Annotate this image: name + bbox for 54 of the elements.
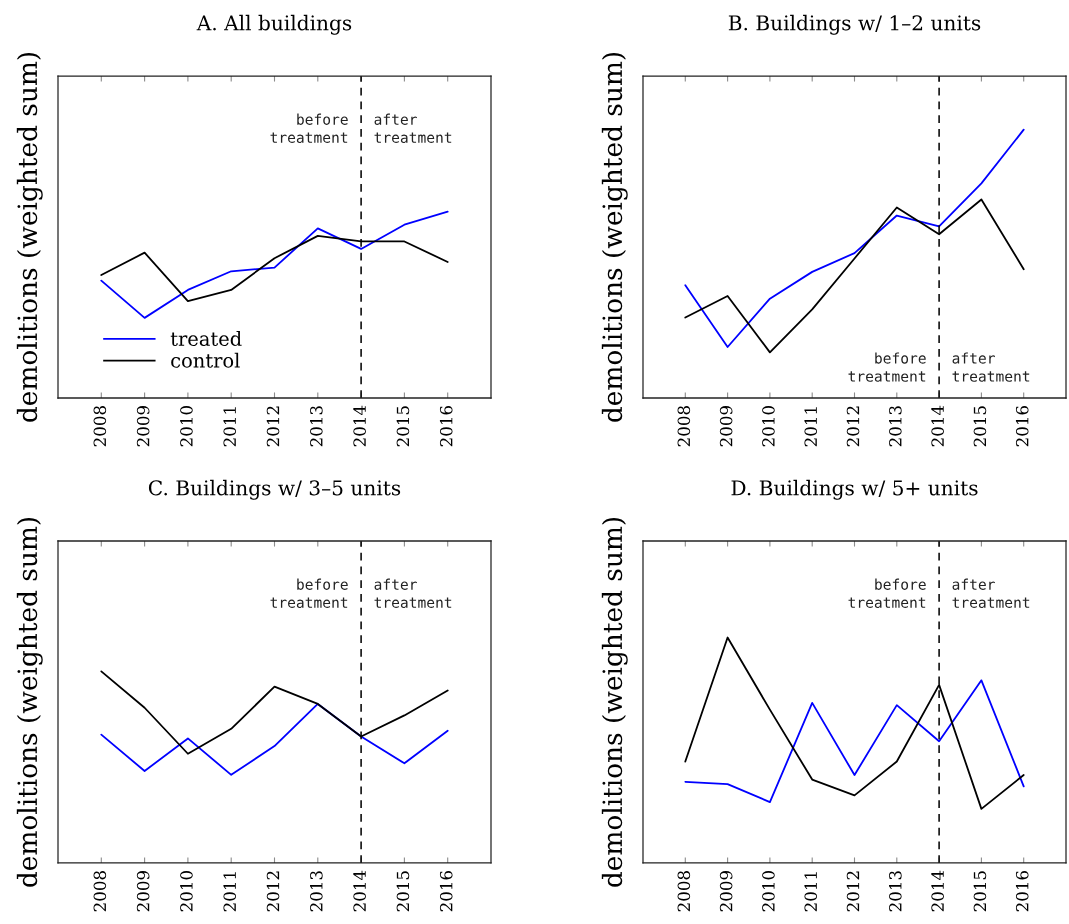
x-tick-label: 2012: [266, 871, 280, 912]
x-tick-label: 2009: [719, 406, 733, 447]
annotation: before treatment: [848, 578, 926, 608]
x-tick-label: 2011: [223, 872, 237, 912]
x-tick-label: 2008: [93, 871, 107, 912]
x-tick-label: 2016: [1015, 405, 1029, 447]
chart-title: C. Buildings w/ 3–5 units: [148, 479, 401, 500]
x-tick-label: 2015: [396, 406, 410, 447]
x-tick-label: 2016: [439, 870, 453, 912]
x-tick-label: 2016: [439, 405, 453, 447]
x-tick-label: 2013: [310, 406, 323, 447]
chart-title: D. Buildings w/ 5+ units: [731, 479, 978, 500]
x-tick-label: 2013: [889, 871, 902, 912]
x-tick-label: 2014: [931, 870, 944, 912]
x-tick-label: 2015: [973, 406, 987, 447]
x-tick-label: 2008: [677, 406, 691, 447]
x-tick-label: 2009: [136, 871, 150, 912]
y-axis-title: demolitions (weighted sum): [601, 52, 628, 422]
legend-label: control: [171, 352, 240, 368]
x-tick-label: 2014: [353, 870, 366, 912]
chart-title: B. Buildings w/ 1–2 units: [728, 14, 981, 35]
annotation: after treatment: [952, 352, 1030, 382]
x-tick-label: 2013: [889, 406, 902, 447]
annotation: after treatment: [952, 578, 1030, 608]
annotation: before treatment: [848, 352, 926, 382]
annotation: before treatment: [270, 113, 348, 143]
x-tick-label: 2015: [973, 871, 987, 912]
x-tick-label: 2011: [804, 872, 818, 912]
x-tick-label: 2011: [804, 407, 818, 447]
x-tick-label: 2012: [266, 406, 280, 447]
legend-label: treated: [170, 330, 242, 347]
x-tick-label: 2014: [931, 405, 944, 447]
x-tick-label: 2010: [762, 406, 775, 447]
y-axis-title: demolitions (weighted sum): [601, 517, 628, 887]
x-tick-label: 2010: [180, 871, 193, 912]
x-tick-label: 2014: [353, 405, 366, 447]
x-tick-label: 2015: [396, 871, 410, 912]
x-tick-label: 2008: [93, 406, 107, 447]
x-tick-label: 2011: [223, 407, 237, 447]
x-tick-label: 2013: [310, 871, 323, 912]
annotation: after treatment: [374, 578, 452, 608]
x-tick-label: 2008: [677, 871, 691, 912]
chart-title: A. All buildings: [196, 14, 352, 35]
x-tick-label: 2010: [180, 406, 193, 447]
x-tick-label: 2012: [846, 406, 860, 447]
x-tick-label: 2016: [1015, 870, 1029, 912]
x-tick-label: 2009: [719, 871, 733, 912]
x-tick-label: 2010: [762, 871, 775, 912]
y-axis-title: demolitions (weighted sum): [16, 52, 43, 422]
annotation: after treatment: [374, 113, 452, 143]
x-tick-label: 2009: [136, 406, 150, 447]
x-tick-label: 2012: [846, 871, 860, 912]
y-axis-title: demolitions (weighted sum): [16, 517, 43, 887]
annotation: before treatment: [270, 578, 348, 608]
